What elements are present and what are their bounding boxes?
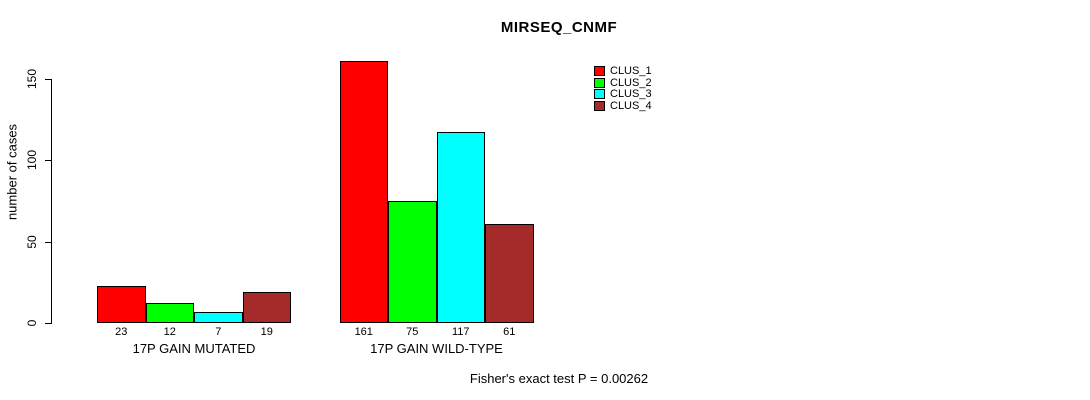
bar-value-label: 12 <box>163 326 176 338</box>
bar-clus_2 <box>388 200 437 323</box>
legend-label: CLUS_4 <box>610 100 652 113</box>
legend-swatch-icon <box>594 101 605 112</box>
bar-clus_3 <box>436 132 485 323</box>
x-category-label: 17P GAIN MUTATED <box>132 341 256 356</box>
bar-value-label: 161 <box>354 326 373 338</box>
bar-value-label: 19 <box>260 326 273 338</box>
y-tick <box>45 160 52 161</box>
bar-value-label: 23 <box>115 326 128 338</box>
bar-value-label: 7 <box>215 326 222 338</box>
bar-clus_1 <box>339 60 388 323</box>
y-tick-label: 0 <box>25 319 39 327</box>
y-axis-label: number of cases <box>4 123 20 221</box>
y-tick <box>45 323 52 324</box>
legend-swatch-icon <box>594 66 605 77</box>
legend-row: CLUS_4 <box>594 101 652 112</box>
legend-swatch-icon <box>594 89 605 100</box>
legend-label: CLUS_3 <box>610 88 652 101</box>
legend: CLUS_1 CLUS_2 CLUS_3 CLUS_4 <box>594 66 652 112</box>
y-tick-label: 150 <box>25 68 39 89</box>
bar-clus_3 <box>194 311 243 323</box>
y-tick <box>45 78 52 80</box>
y-tick-label: 100 <box>25 149 39 171</box>
bar-clus_4 <box>485 223 534 323</box>
bar-value-label: 61 <box>503 326 516 338</box>
y-axis-line <box>51 78 52 323</box>
y-tick <box>45 241 52 243</box>
chart-title: MIRSEQ_CNMF <box>500 19 618 36</box>
legend-row: CLUS_1 <box>594 66 652 77</box>
legend-label: CLUS_1 <box>610 65 652 78</box>
y-tick-label: 50 <box>25 234 39 249</box>
legend-swatch-icon <box>594 77 605 88</box>
bar-value-label: 117 <box>451 326 470 338</box>
bar-value-label: 75 <box>406 326 419 338</box>
bar-clus_1 <box>97 285 146 323</box>
legend-row: CLUS_3 <box>594 89 652 100</box>
bar-clus_4 <box>242 292 291 323</box>
fisher-test-annotation: Fisher's exact test P = 0.00262 <box>469 371 649 386</box>
bar-clus_2 <box>145 303 194 323</box>
legend-row: CLUS_2 <box>594 76 652 89</box>
legend-label: CLUS_2 <box>610 76 652 89</box>
x-category-label: 17P GAIN WILD-TYPE <box>370 341 503 356</box>
